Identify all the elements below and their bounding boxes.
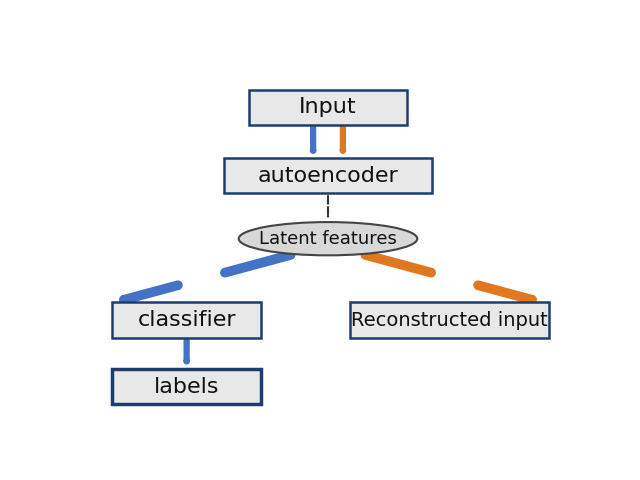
Text: autoencoder: autoencoder bbox=[258, 166, 398, 186]
FancyBboxPatch shape bbox=[248, 90, 407, 125]
Text: Input: Input bbox=[299, 97, 357, 118]
FancyArrowPatch shape bbox=[124, 255, 291, 300]
FancyBboxPatch shape bbox=[112, 302, 261, 337]
FancyBboxPatch shape bbox=[350, 302, 548, 337]
Text: Reconstructed input: Reconstructed input bbox=[351, 311, 548, 329]
FancyBboxPatch shape bbox=[112, 369, 261, 404]
FancyArrowPatch shape bbox=[365, 255, 532, 300]
Text: Latent features: Latent features bbox=[259, 230, 397, 248]
FancyBboxPatch shape bbox=[224, 158, 432, 193]
Ellipse shape bbox=[239, 222, 417, 255]
Text: labels: labels bbox=[154, 376, 220, 396]
Text: classifier: classifier bbox=[138, 310, 236, 330]
